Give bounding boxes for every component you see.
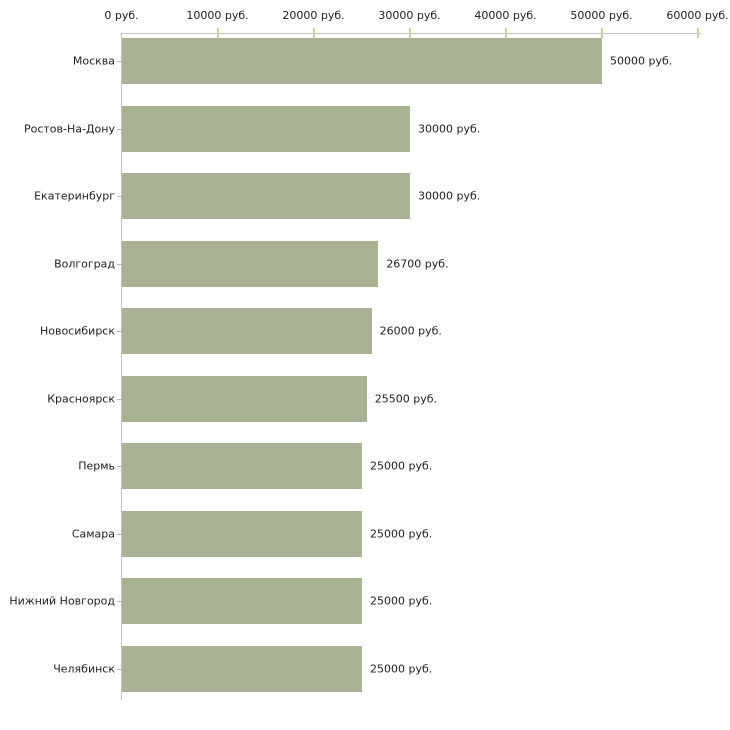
x-tick-mark: [696, 28, 699, 38]
y-tick-mark: [116, 466, 122, 467]
y-tick-mark: [116, 398, 122, 400]
bar-category-label: Пермь: [78, 459, 115, 473]
x-tick-mark: [504, 28, 507, 38]
bar: [122, 578, 362, 624]
x-tick-label: 60000 руб.: [666, 9, 729, 22]
bar-category-label: Челябинск: [53, 662, 115, 675]
bar: [122, 240, 379, 287]
x-tick-label: 50000 руб.: [570, 9, 633, 22]
bar-value-label: 30000 руб.: [418, 189, 481, 203]
bar-value-label: 26000 руб.: [379, 324, 442, 338]
x-tick-label: 20000 руб.: [282, 9, 345, 22]
x-tick-mark: [600, 28, 603, 38]
bar-value-label: 25000 руб.: [370, 527, 433, 540]
bar: [122, 38, 602, 84]
y-tick-mark: [116, 533, 122, 535]
bar-value-label: 25500 руб.: [374, 392, 438, 405]
bar: [122, 645, 362, 692]
y-tick-mark: [116, 196, 122, 197]
y-axis-line: [121, 33, 122, 700]
x-tick-label: 40000 руб.: [474, 9, 537, 22]
bar: [122, 173, 410, 219]
bar: [122, 510, 362, 557]
bar-value-label: 25000 руб.: [370, 594, 433, 608]
y-tick-mark: [116, 668, 122, 670]
bar-value-label: 25000 руб.: [370, 662, 433, 675]
x-tick-mark: [312, 28, 315, 38]
x-axis-line: [121, 33, 701, 34]
bar-category-label: Екатеринбург: [34, 189, 115, 203]
bar-category-label: Москва: [72, 54, 115, 68]
bar-value-label: 26700 руб.: [386, 257, 449, 270]
bar-category-label: Ростов-На-Дону: [23, 122, 115, 135]
x-tick-mark: [216, 28, 219, 38]
bar-category-label: Волгоград: [54, 257, 115, 270]
y-tick-mark: [116, 61, 122, 62]
y-tick-mark: [116, 263, 122, 265]
bar-category-label: Красноярск: [47, 392, 115, 405]
x-tick-label: 30000 руб.: [378, 9, 441, 22]
y-tick-mark: [116, 128, 122, 130]
bar-value-label: 30000 руб.: [418, 122, 481, 135]
bar-category-label: Самара: [71, 527, 115, 540]
bar: [122, 105, 410, 152]
x-tick-label: 0 руб.: [104, 9, 139, 22]
bar-value-label: 50000 руб.: [610, 54, 673, 68]
bar-category-label: Нижний Новгород: [9, 594, 115, 608]
bar: [122, 308, 372, 354]
bar-category-label: Новосибирск: [39, 324, 115, 338]
x-tick-mark: [408, 28, 411, 38]
bar: [122, 375, 367, 422]
bar-value-label: 25000 руб.: [370, 459, 433, 473]
y-tick-mark: [116, 601, 122, 602]
x-tick-label: 10000 руб.: [186, 9, 249, 22]
bar: [122, 443, 362, 489]
y-tick-mark: [116, 331, 122, 332]
